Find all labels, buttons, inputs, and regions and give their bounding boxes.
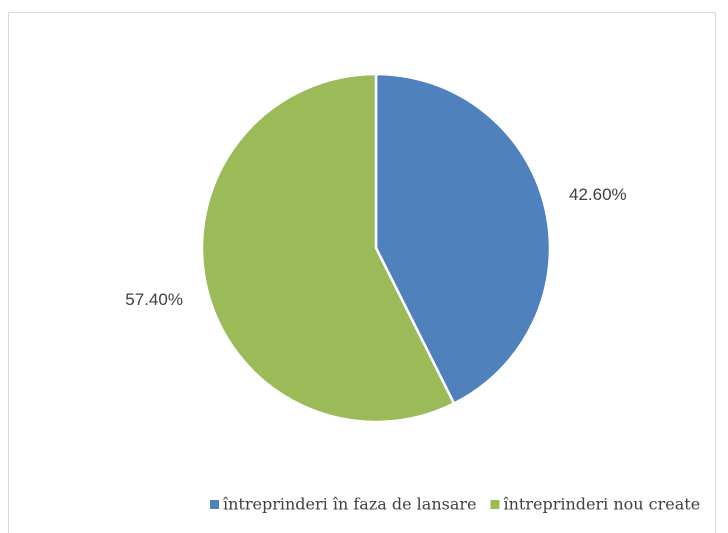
legend-label: întreprinderi nou create: [504, 495, 701, 514]
legend-label: întreprinderi în faza de lansare: [223, 495, 477, 514]
value-label: 57.40%: [125, 290, 183, 309]
legend-marker: [210, 500, 219, 509]
pie-slice: [200, 72, 456, 424]
value-label: 42.60%: [569, 185, 627, 204]
legend-marker: [490, 500, 500, 509]
pie-slice: [374, 72, 552, 406]
